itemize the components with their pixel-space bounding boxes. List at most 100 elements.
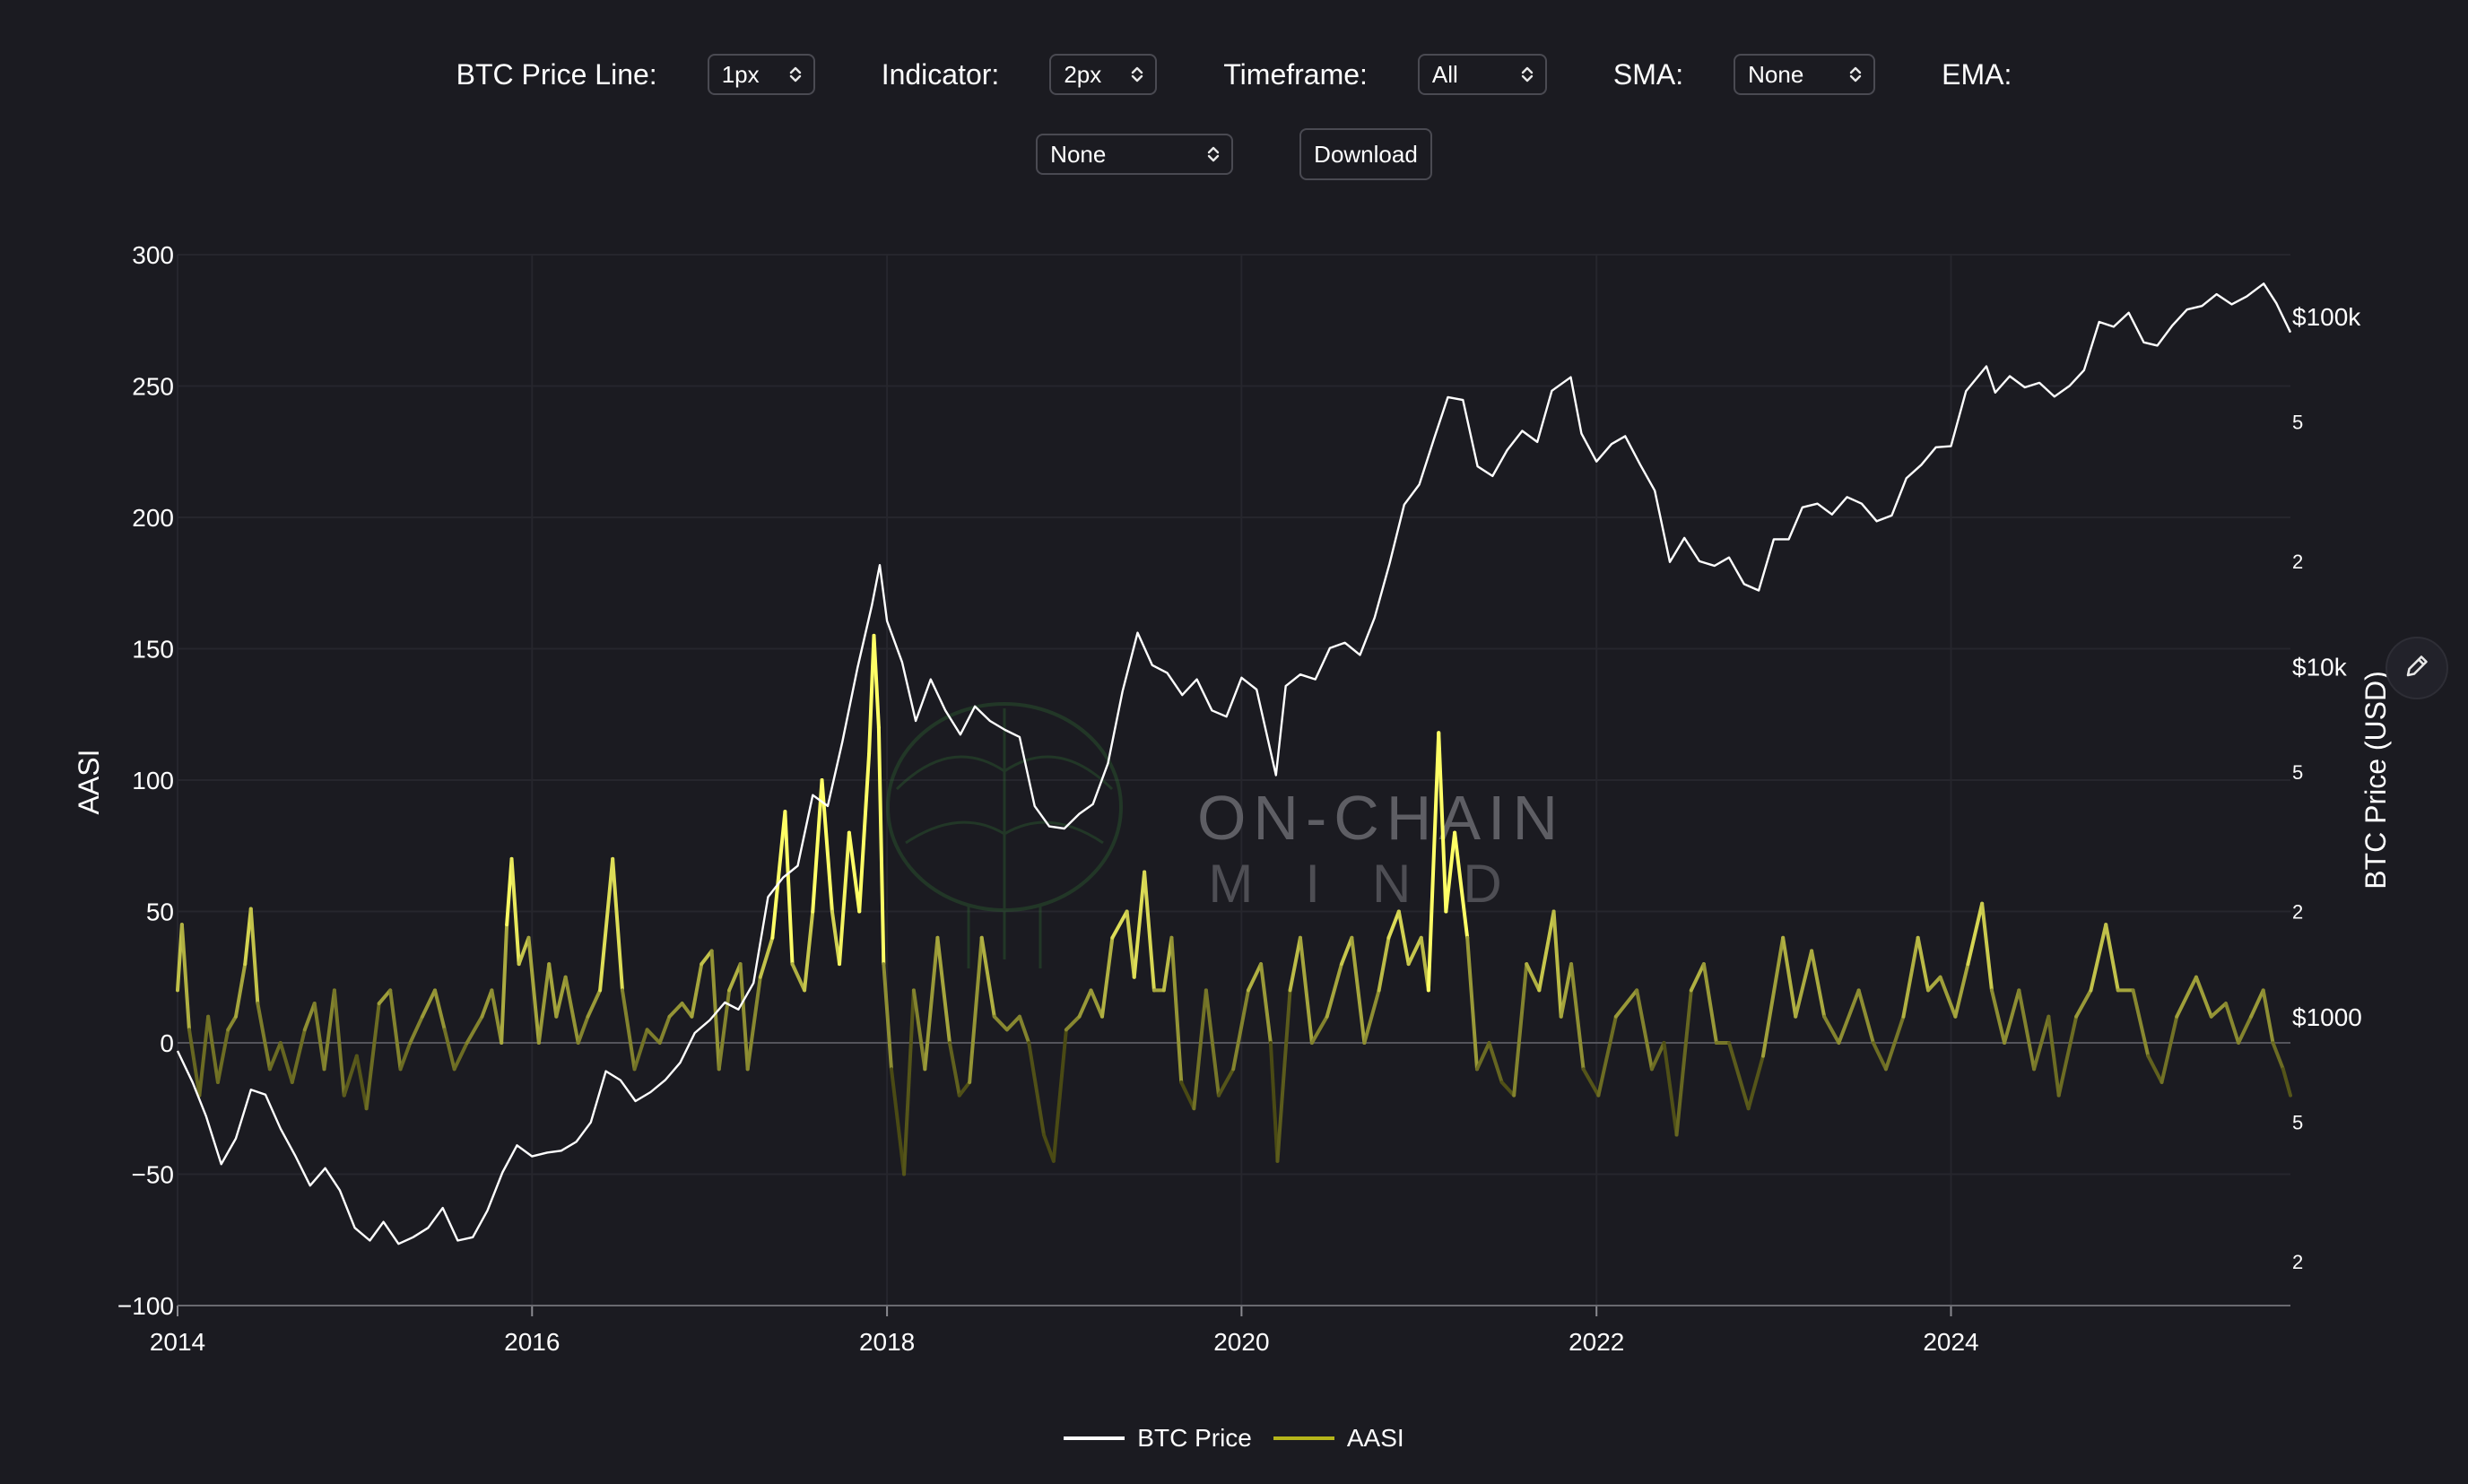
aasi-segment	[1662, 1041, 1679, 1137]
legend-swatch-btc	[1064, 1436, 1125, 1440]
right-tick-label: 5	[2292, 1112, 2303, 1134]
download-button[interactable]: Download	[1299, 128, 1432, 180]
aasi-segment	[770, 810, 787, 940]
aasi-segment	[690, 962, 704, 1019]
aasi-segment	[1042, 1133, 1056, 1163]
sma-value: None	[1748, 61, 1804, 88]
aasi-segment	[179, 923, 191, 1032]
chevron-up-down-icon	[1130, 56, 1144, 85]
aasi-segment	[1980, 901, 1994, 993]
left-tick-label: 50	[146, 898, 174, 926]
aasi-segment	[2074, 988, 2093, 1019]
x-tick-label: 2022	[1569, 1328, 1624, 1356]
aasi-segment	[1822, 1014, 1841, 1045]
aasi-segment	[1569, 962, 1586, 1072]
aasi-segment	[2104, 923, 2120, 993]
aasi-segment	[1259, 962, 1273, 1045]
btc-price-line	[176, 282, 2292, 1245]
aasi-segment	[830, 909, 842, 967]
legend-swatch-aasi	[1273, 1436, 1334, 1440]
aasi-segment	[1386, 909, 1401, 940]
legend-label-aasi: AASI	[1346, 1424, 1404, 1452]
aasi-segment	[1781, 935, 1798, 1019]
x-tick-label: 2014	[150, 1328, 205, 1356]
right-tick-label: 2	[2292, 901, 2303, 924]
aasi-segment	[1537, 909, 1556, 993]
timeframe-label: Timeframe:	[1223, 57, 1368, 91]
aasi-segment	[332, 988, 346, 1098]
aasi-segment	[947, 1041, 961, 1098]
aasi-segment	[1837, 988, 1861, 1045]
aasi-segment	[667, 1002, 684, 1019]
aasi-segment	[1689, 962, 1706, 993]
aasi-segment	[902, 988, 916, 1176]
aasi-segment	[1559, 962, 1574, 1019]
x-tick-label: 2024	[1923, 1328, 1978, 1356]
aasi-segment	[1916, 935, 1931, 993]
edit-button[interactable]	[2385, 637, 2448, 699]
aasi-segment	[576, 1014, 590, 1045]
ema-select[interactable]: None	[1036, 134, 1234, 175]
left-tick-label: 150	[132, 636, 174, 664]
aasi-segment	[1465, 935, 1480, 1072]
aasi-segment	[1396, 909, 1411, 967]
aasi-segment	[889, 1067, 907, 1176]
aasi-segment	[1362, 988, 1381, 1045]
aasi-segment	[738, 962, 750, 1072]
aasi-segment	[2146, 1054, 2164, 1084]
right-tick-label: $1000	[2292, 1003, 2362, 1031]
legend-item-btc-price[interactable]: BTC Price	[1064, 1424, 1252, 1453]
aasi-segment	[1938, 975, 1958, 1019]
aasi-segment	[2089, 923, 2108, 993]
aasi-segment	[1406, 935, 1423, 967]
aasi-segment	[536, 962, 552, 1045]
aasi-segment	[2261, 988, 2275, 1045]
aasi-segment	[632, 1028, 649, 1072]
aasi-segment	[2017, 988, 2037, 1072]
aasi-segment	[1856, 988, 1875, 1045]
aasi-segment	[867, 633, 876, 756]
aasi-segment	[1077, 988, 1093, 1019]
chevron-up-down-icon	[1206, 135, 1221, 165]
aasi-segment	[645, 1028, 662, 1045]
aasi-segment	[1475, 1041, 1491, 1072]
aasi-segment	[586, 988, 603, 1019]
left-axis-title: AASI	[73, 750, 105, 815]
legend-item-aasi[interactable]: AASI	[1273, 1424, 1404, 1453]
aasi-segment	[554, 975, 568, 1019]
sma-select[interactable]: None	[1734, 54, 1876, 95]
price-line-select[interactable]: 1px	[707, 54, 815, 95]
indicator-select[interactable]: 2px	[1049, 54, 1158, 95]
aasi-segment	[442, 1028, 456, 1072]
aasi-segment	[398, 1041, 413, 1072]
btc-price-series	[176, 282, 2292, 1245]
aasi-segment	[2056, 1014, 2079, 1098]
aasi-segment	[1268, 1041, 1280, 1163]
chevron-up-down-icon	[788, 56, 803, 85]
aasi-segment	[1871, 1041, 1888, 1072]
left-tick-label: 0	[160, 1029, 174, 1057]
aasi-segment	[957, 1080, 972, 1098]
aasi-segment	[1309, 1014, 1329, 1045]
aasi-segment	[1204, 988, 1221, 1098]
aasi-segment	[1275, 988, 1292, 1163]
aasi-segment	[354, 1054, 369, 1111]
aasi-segment	[1143, 870, 1156, 993]
aasi-segment	[790, 962, 807, 993]
aasi-segment	[248, 907, 260, 1006]
aasi-segment	[838, 830, 851, 967]
aasi-segment	[2209, 1002, 2228, 1019]
timeframe-select[interactable]: All	[1417, 54, 1547, 95]
aasi-segment	[1444, 830, 1457, 914]
aasi-segment	[2003, 988, 2021, 1045]
aasi-segment	[2249, 988, 2265, 1019]
aasi-segment	[598, 856, 615, 993]
aasi-segment	[968, 935, 984, 1084]
x-tick-label: 2018	[859, 1328, 915, 1356]
aasi-segment	[979, 935, 996, 1019]
aasi-segment	[388, 988, 403, 1072]
right-axis-title: BTC Price (USD)	[2359, 671, 2392, 890]
chart-legend: BTC Price AASI	[0, 1424, 2468, 1453]
aasi-segment	[1288, 935, 1302, 993]
watermark: ON-CHAIN MIND	[886, 702, 1558, 968]
